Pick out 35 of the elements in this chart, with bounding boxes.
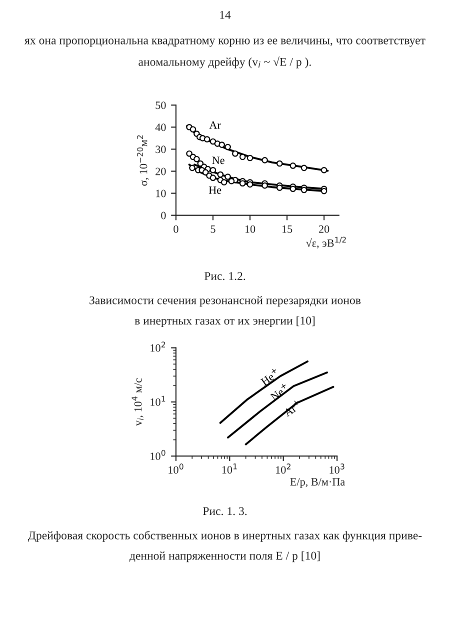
text: He$^{+}$ — [259, 368, 280, 386]
x-tick-label: 5 — [210, 225, 216, 233]
x-tick-label: 10$^{2}$ — [276, 464, 290, 474]
text: Рис. 1. 3. — [202, 507, 247, 516]
x-tick-label: 0 — [174, 225, 178, 233]
x-axis-title: E/p, В/м·Па — [290, 478, 345, 488]
y-tick-label: 10$^{2}$ — [150, 342, 166, 352]
text: 14 — [220, 10, 231, 19]
text: ях она пропорциональна квадратному корню из ее величины, что соответствует — [24, 38, 426, 47]
y-tick-label: 20 — [156, 168, 166, 176]
x-tick-label: 20 — [318, 225, 330, 233]
x-tick-label: 10$^{0}$ — [168, 464, 184, 474]
y-tick-label: 10 — [156, 190, 166, 198]
text: Зависимости сечения резонансной перезарядки ионов — [90, 296, 361, 307]
y-axis-title: σ, 10$^{−20}$м$^{2}$ — [137, 135, 149, 186]
text: денной напряженности поля E / p [10] — [129, 551, 320, 562]
x-tick-label: 10$^{1}$ — [222, 464, 237, 474]
x-tick-label: 15 — [282, 225, 292, 233]
y-tick-label: 10$^{0}$ — [150, 450, 166, 460]
y-tick-label: 40 — [155, 124, 166, 132]
text: в инертных газах от их энергии [10] — [134, 316, 315, 328]
series-label: He — [208, 186, 222, 194]
text: аномальному дрейфу (v$_{i}$ ~ √E / p ). — [138, 56, 311, 68]
series-label: Ne — [212, 156, 224, 164]
text: Рис. 1.2. — [204, 272, 246, 280]
y-axis-title: v$_{i}$, 10$^{4}$ м/с — [132, 378, 144, 426]
y-tick-label: 0 — [161, 212, 166, 220]
y-tick-label: 30 — [156, 146, 166, 154]
x-axis-title: √ε, эВ$^{1/2}$ — [306, 236, 346, 248]
y-tick-label: 50 — [156, 102, 166, 110]
series-label: Ar — [209, 121, 221, 129]
x-tick-label: 10 — [245, 225, 256, 233]
text: Дрейфовая скорость собственных ионов в инертных газах как функция приве- — [28, 530, 422, 542]
x-tick-label: 10$^{3}$ — [330, 464, 344, 474]
y-tick-label: 10$^{1}$ — [150, 396, 166, 406]
